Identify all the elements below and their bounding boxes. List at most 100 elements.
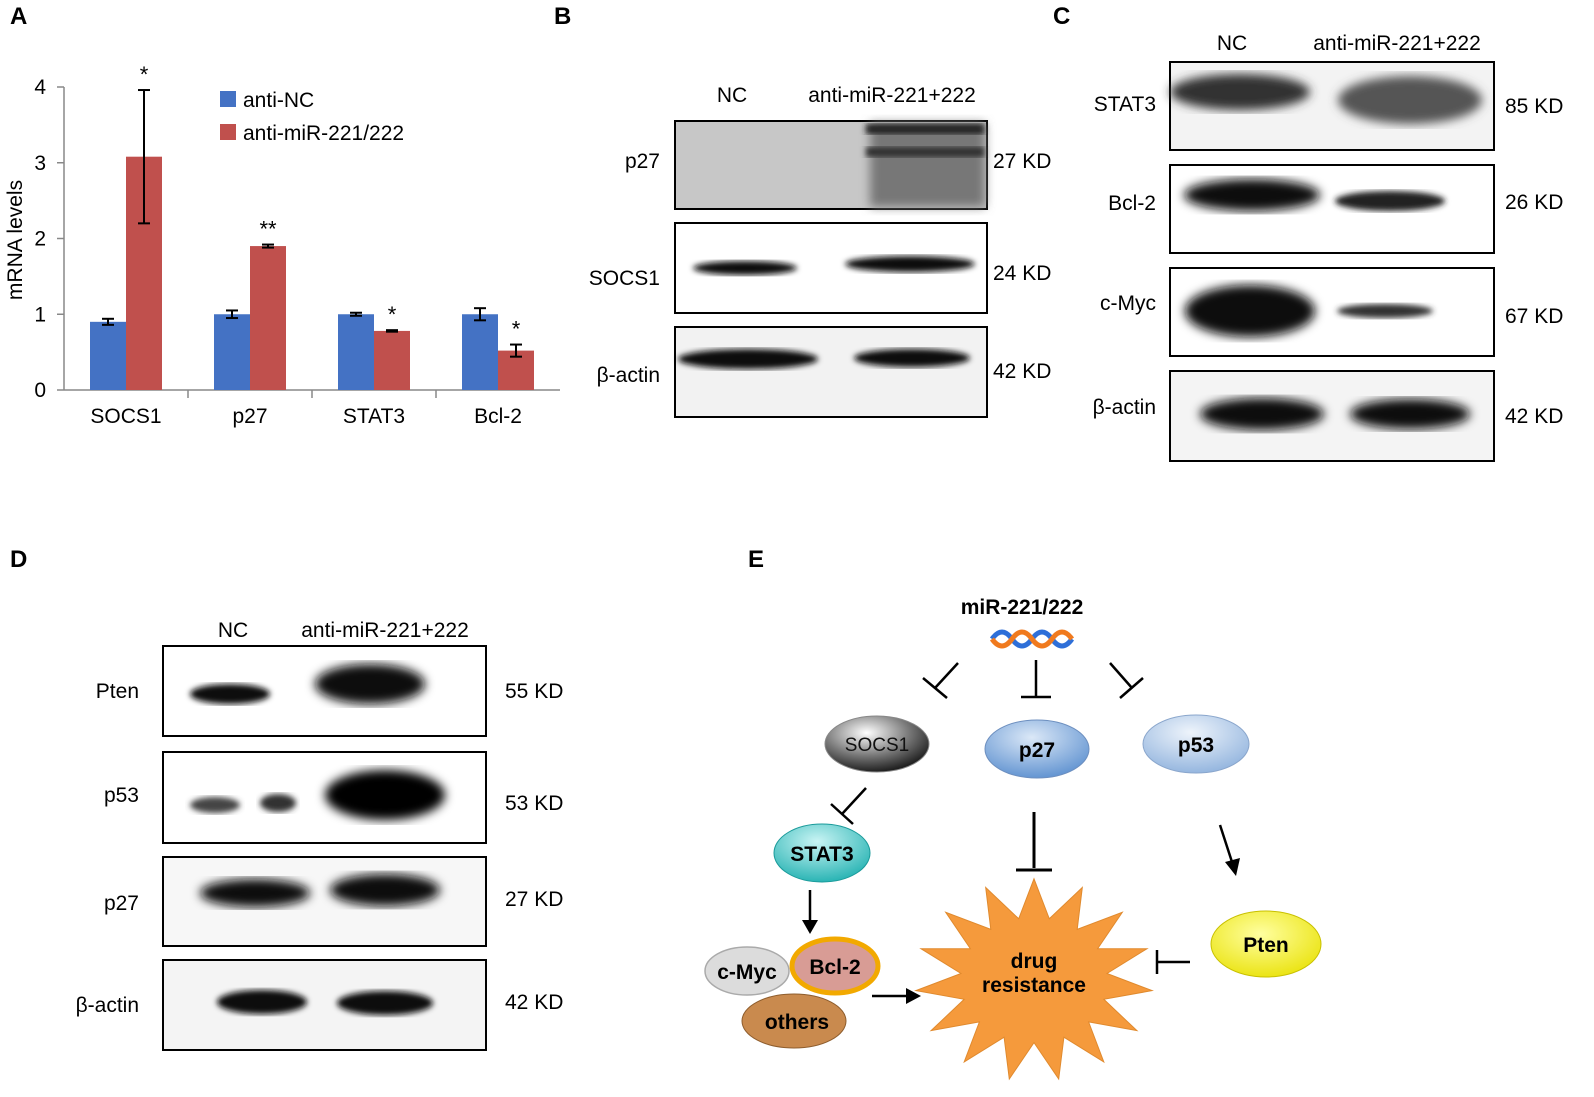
panel-c: C NC anti-miR-221+222 STAT3 Bcl-2 c-Myc … <box>1053 3 1563 462</box>
blot-c-size-stat3: 85 KD <box>1505 95 1563 118</box>
y-tick-label: 3 <box>34 152 46 175</box>
blot-b-size-socs1: 24 KD <box>993 262 1051 285</box>
panel-label-c: C <box>1053 3 1070 30</box>
node-p53-label: p53 <box>1178 734 1214 757</box>
bar-SOCS1-0 <box>90 321 126 390</box>
inhibit-p27-drug <box>1016 812 1052 872</box>
bar-STAT3-0 <box>338 314 374 390</box>
node-p27-label: p27 <box>1019 739 1055 762</box>
panel-label-e: E <box>748 546 764 573</box>
node-others: others <box>741 993 847 1049</box>
blot-d-size-actin: 42 KD <box>505 991 563 1014</box>
blot-b-size-actin: 42 KD <box>993 360 1051 383</box>
y-ticks: 0 1 2 3 4 <box>34 76 64 402</box>
blot-b-protein-actin: β-actin <box>597 364 660 387</box>
significance-mark: * <box>140 62 149 87</box>
x-tick-label: STAT3 <box>343 405 405 428</box>
node-p53: p53 <box>1142 714 1250 774</box>
panel-d: D NC anti-miR-221+222 Pten p53 p27 β-act… <box>10 546 563 1051</box>
node-others-label: others <box>765 1011 829 1034</box>
blot-c-lane-anti: anti-miR-221+222 <box>1313 32 1481 55</box>
blot-d-size-p53: 53 KD <box>505 792 563 815</box>
drug-label-line2: resistance <box>982 974 1086 997</box>
blot-b-row-p27 <box>674 120 988 210</box>
blot-d-protein-p53: p53 <box>104 784 139 807</box>
inhibit-mirna-socs1 <box>922 662 959 699</box>
blot-c-row-cmyc <box>1169 267 1495 357</box>
blot-c-row-stat3 <box>1169 61 1495 151</box>
blot-d-row-p27 <box>162 856 487 947</box>
legend-label-anti-mir: anti-miR-221/222 <box>243 122 404 145</box>
bar-STAT3-1 <box>374 330 410 390</box>
x-tick-label: p27 <box>232 405 267 428</box>
inhibit-mirna-p53 <box>1109 662 1144 699</box>
blot-b-lane-nc: NC <box>717 84 747 107</box>
blot-c-size-actin: 42 KD <box>1505 405 1563 428</box>
blot-c-protein-actin: β-actin <box>1093 396 1156 419</box>
bars: ***** <box>90 62 534 390</box>
node-cmyc: c-Myc <box>704 946 790 996</box>
node-bcl2-label: Bcl-2 <box>809 956 860 979</box>
significance-mark: * <box>388 302 397 327</box>
node-pten-label: Pten <box>1243 934 1289 957</box>
mirna-label: miR-221/222 <box>961 596 1084 619</box>
y-tick-label: 1 <box>34 303 46 326</box>
significance-mark: ** <box>259 217 277 242</box>
legend: anti-NC anti-miR-221/222 <box>220 89 404 145</box>
blot-d-size-pten: 55 KD <box>505 680 563 703</box>
inhibit-pten-drug <box>1155 950 1190 974</box>
node-drug-resistance: drug resistance <box>914 877 1154 1081</box>
panel-label-a: A <box>10 3 27 30</box>
node-stat3: STAT3 <box>773 823 871 883</box>
inhibit-mirna-p27 <box>1021 660 1051 699</box>
legend-swatch-anti-nc <box>220 91 236 107</box>
blot-c-protein-bcl2: Bcl-2 <box>1108 192 1156 215</box>
mirna-helix-icon <box>989 629 1075 649</box>
blot-b-protein-p27: p27 <box>625 150 660 173</box>
blot-c-row-bcl2 <box>1169 164 1495 254</box>
panel-label-d: D <box>10 546 27 573</box>
inhibit-socs1-stat3 <box>830 787 867 825</box>
blot-c-size-cmyc: 67 KD <box>1505 305 1563 328</box>
blot-c-lane-nc: NC <box>1217 32 1247 55</box>
blot-c-protein-stat3: STAT3 <box>1094 93 1156 116</box>
legend-label-anti-nc: anti-NC <box>243 89 314 112</box>
blot-b-row-actin <box>674 326 988 418</box>
blot-b-size-p27: 27 KD <box>993 150 1051 173</box>
drug-label-line1: drug <box>1011 950 1058 973</box>
node-socs1-label: SOCS1 <box>845 735 909 756</box>
blot-d-lane-nc: NC <box>218 619 248 642</box>
blot-d-row-p53 <box>162 751 487 844</box>
blot-d-protein-actin: β-actin <box>76 994 139 1017</box>
node-p27: p27 <box>984 719 1090 779</box>
blot-b-row-socs1 <box>674 222 988 314</box>
blot-b-protein-socs1: SOCS1 <box>589 267 660 290</box>
blot-d-row-actin <box>162 959 487 1051</box>
panel-b: B NC anti-miR-221+222 p27 SOCS1 β-actin … <box>554 3 1051 418</box>
node-bcl2: Bcl-2 <box>789 936 881 996</box>
blot-d-lane-anti: anti-miR-221+222 <box>301 619 469 642</box>
panel-e: E miR-221/222 SOCS1 p27 p53 <box>704 546 1322 1081</box>
y-tick-label: 4 <box>34 76 46 99</box>
x-ticks: SOCS1 p27 STAT3 Bcl-2 <box>90 390 522 428</box>
blot-d-size-p27: 27 KD <box>505 888 563 911</box>
bar-p27-0 <box>214 314 250 390</box>
node-stat3-label: STAT3 <box>790 843 853 866</box>
arrow-targets-drug <box>872 988 921 1004</box>
y-tick-label: 2 <box>34 228 46 251</box>
x-tick-label: Bcl-2 <box>474 405 522 428</box>
blot-c-row-actin <box>1169 370 1495 462</box>
legend-swatch-anti-mir <box>220 124 236 140</box>
blot-b-lane-anti: anti-miR-221+222 <box>808 84 976 107</box>
panel-label-b: B <box>554 3 571 30</box>
arrow-stat3-targets <box>802 890 818 934</box>
x-tick-label: SOCS1 <box>90 405 161 428</box>
blot-d-protein-p27: p27 <box>104 892 139 915</box>
blot-c-protein-cmyc: c-Myc <box>1100 292 1156 315</box>
node-pten: Pten <box>1210 910 1322 978</box>
y-axis-label: mRNA levels <box>4 180 27 300</box>
y-tick-label: 0 <box>34 379 46 402</box>
significance-mark: * <box>512 317 521 342</box>
